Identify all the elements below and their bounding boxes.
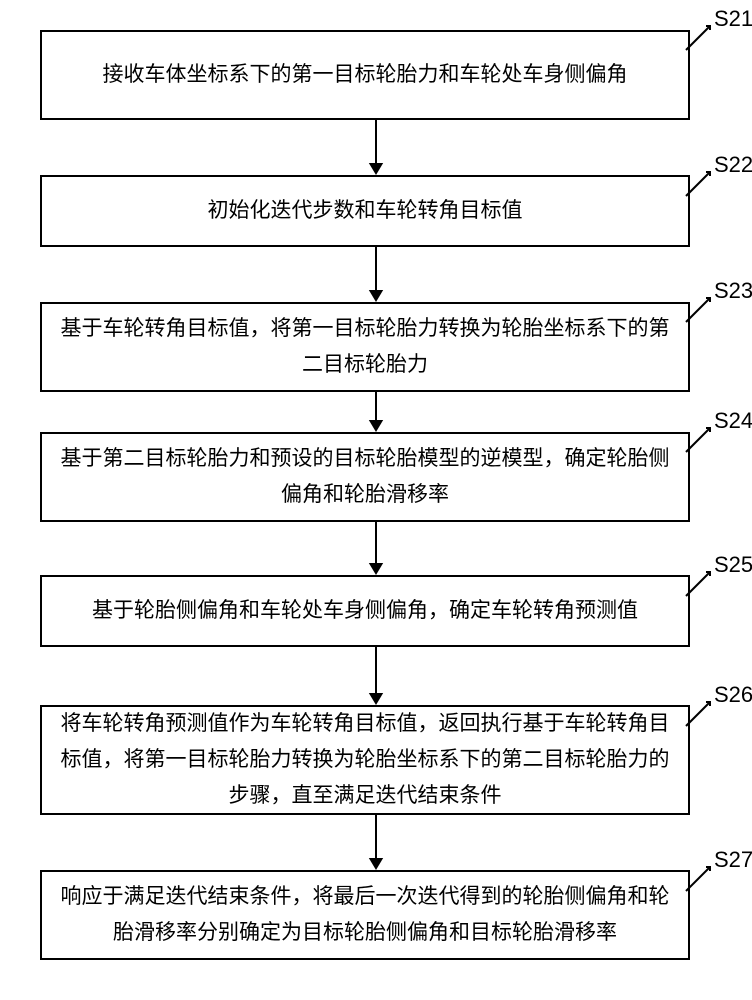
flow-arrow-s23-s24 bbox=[364, 392, 388, 432]
flow-node-text: 接收车体坐标系下的第一目标轮胎力和车轮处车身侧偏角 bbox=[103, 57, 628, 93]
flow-arrow-s21-s22 bbox=[364, 120, 388, 175]
step-label-s21: S21 bbox=[700, 6, 739, 32]
flow-node-s23: 基于车轮转角目标值，将第一目标轮胎力转换为轮胎坐标系下的第二目标轮胎力 bbox=[40, 302, 690, 392]
flow-node-s24: 基于第二目标轮胎力和预设的目标轮胎模型的逆模型，确定轮胎侧偏角和轮胎滑移率 bbox=[40, 432, 690, 522]
step-label-text: S23 bbox=[714, 278, 752, 303]
flow-node-text: 基于第二目标轮胎力和预设的目标轮胎模型的逆模型，确定轮胎侧偏角和轮胎滑移率 bbox=[60, 441, 670, 512]
flow-arrow-s24-s25 bbox=[364, 522, 388, 575]
step-label-s26: S26 bbox=[700, 682, 739, 708]
flow-node-s26: 将车轮转角预测值作为车轮转角目标值，返回执行基于车轮转角目标值，将第一目标轮胎力… bbox=[40, 705, 690, 815]
step-label-text: S26 bbox=[714, 682, 752, 707]
flow-arrow-s25-s26 bbox=[364, 647, 388, 705]
flow-node-s22: 初始化迭代步数和车轮转角目标值 bbox=[40, 175, 690, 247]
flow-arrow-s22-s23 bbox=[364, 247, 388, 302]
step-label-text: S24 bbox=[714, 408, 752, 433]
step-label-text: S22 bbox=[714, 152, 752, 177]
flowchart-canvas: 接收车体坐标系下的第一目标轮胎力和车轮处车身侧偏角 S21 初始化迭代步数和车轮转角… bbox=[0, 0, 752, 1000]
step-label-s27: S27 bbox=[700, 847, 739, 873]
flow-node-text: 初始化迭代步数和车轮转角目标值 bbox=[208, 193, 523, 229]
step-label-text: S27 bbox=[714, 847, 752, 872]
flow-node-s21: 接收车体坐标系下的第一目标轮胎力和车轮处车身侧偏角 bbox=[40, 30, 690, 120]
flow-node-s27: 响应于满足迭代结束条件，将最后一次迭代得到的轮胎侧偏角和轮胎滑移率分别确定为目标… bbox=[40, 870, 690, 960]
flow-node-text: 将车轮转角预测值作为车轮转角目标值，返回执行基于车轮转角目标值，将第一目标轮胎力… bbox=[60, 706, 670, 813]
flow-node-text: 响应于满足迭代结束条件，将最后一次迭代得到的轮胎侧偏角和轮胎滑移率分别确定为目标… bbox=[60, 879, 670, 950]
step-label-text: S21 bbox=[714, 6, 752, 31]
step-label-s23: S23 bbox=[700, 278, 739, 304]
flow-node-text: 基于轮胎侧偏角和车轮处车身侧偏角，确定车轮转角预测值 bbox=[92, 593, 638, 629]
flow-node-text: 基于车轮转角目标值，将第一目标轮胎力转换为轮胎坐标系下的第二目标轮胎力 bbox=[60, 311, 670, 382]
flow-node-s25: 基于轮胎侧偏角和车轮处车身侧偏角，确定车轮转角预测值 bbox=[40, 575, 690, 647]
flow-arrow-s26-s27 bbox=[364, 815, 388, 870]
step-label-s24: S24 bbox=[700, 408, 739, 434]
step-label-s22: S22 bbox=[700, 152, 739, 178]
step-label-s25: S25 bbox=[700, 552, 739, 578]
step-label-text: S25 bbox=[714, 552, 752, 577]
